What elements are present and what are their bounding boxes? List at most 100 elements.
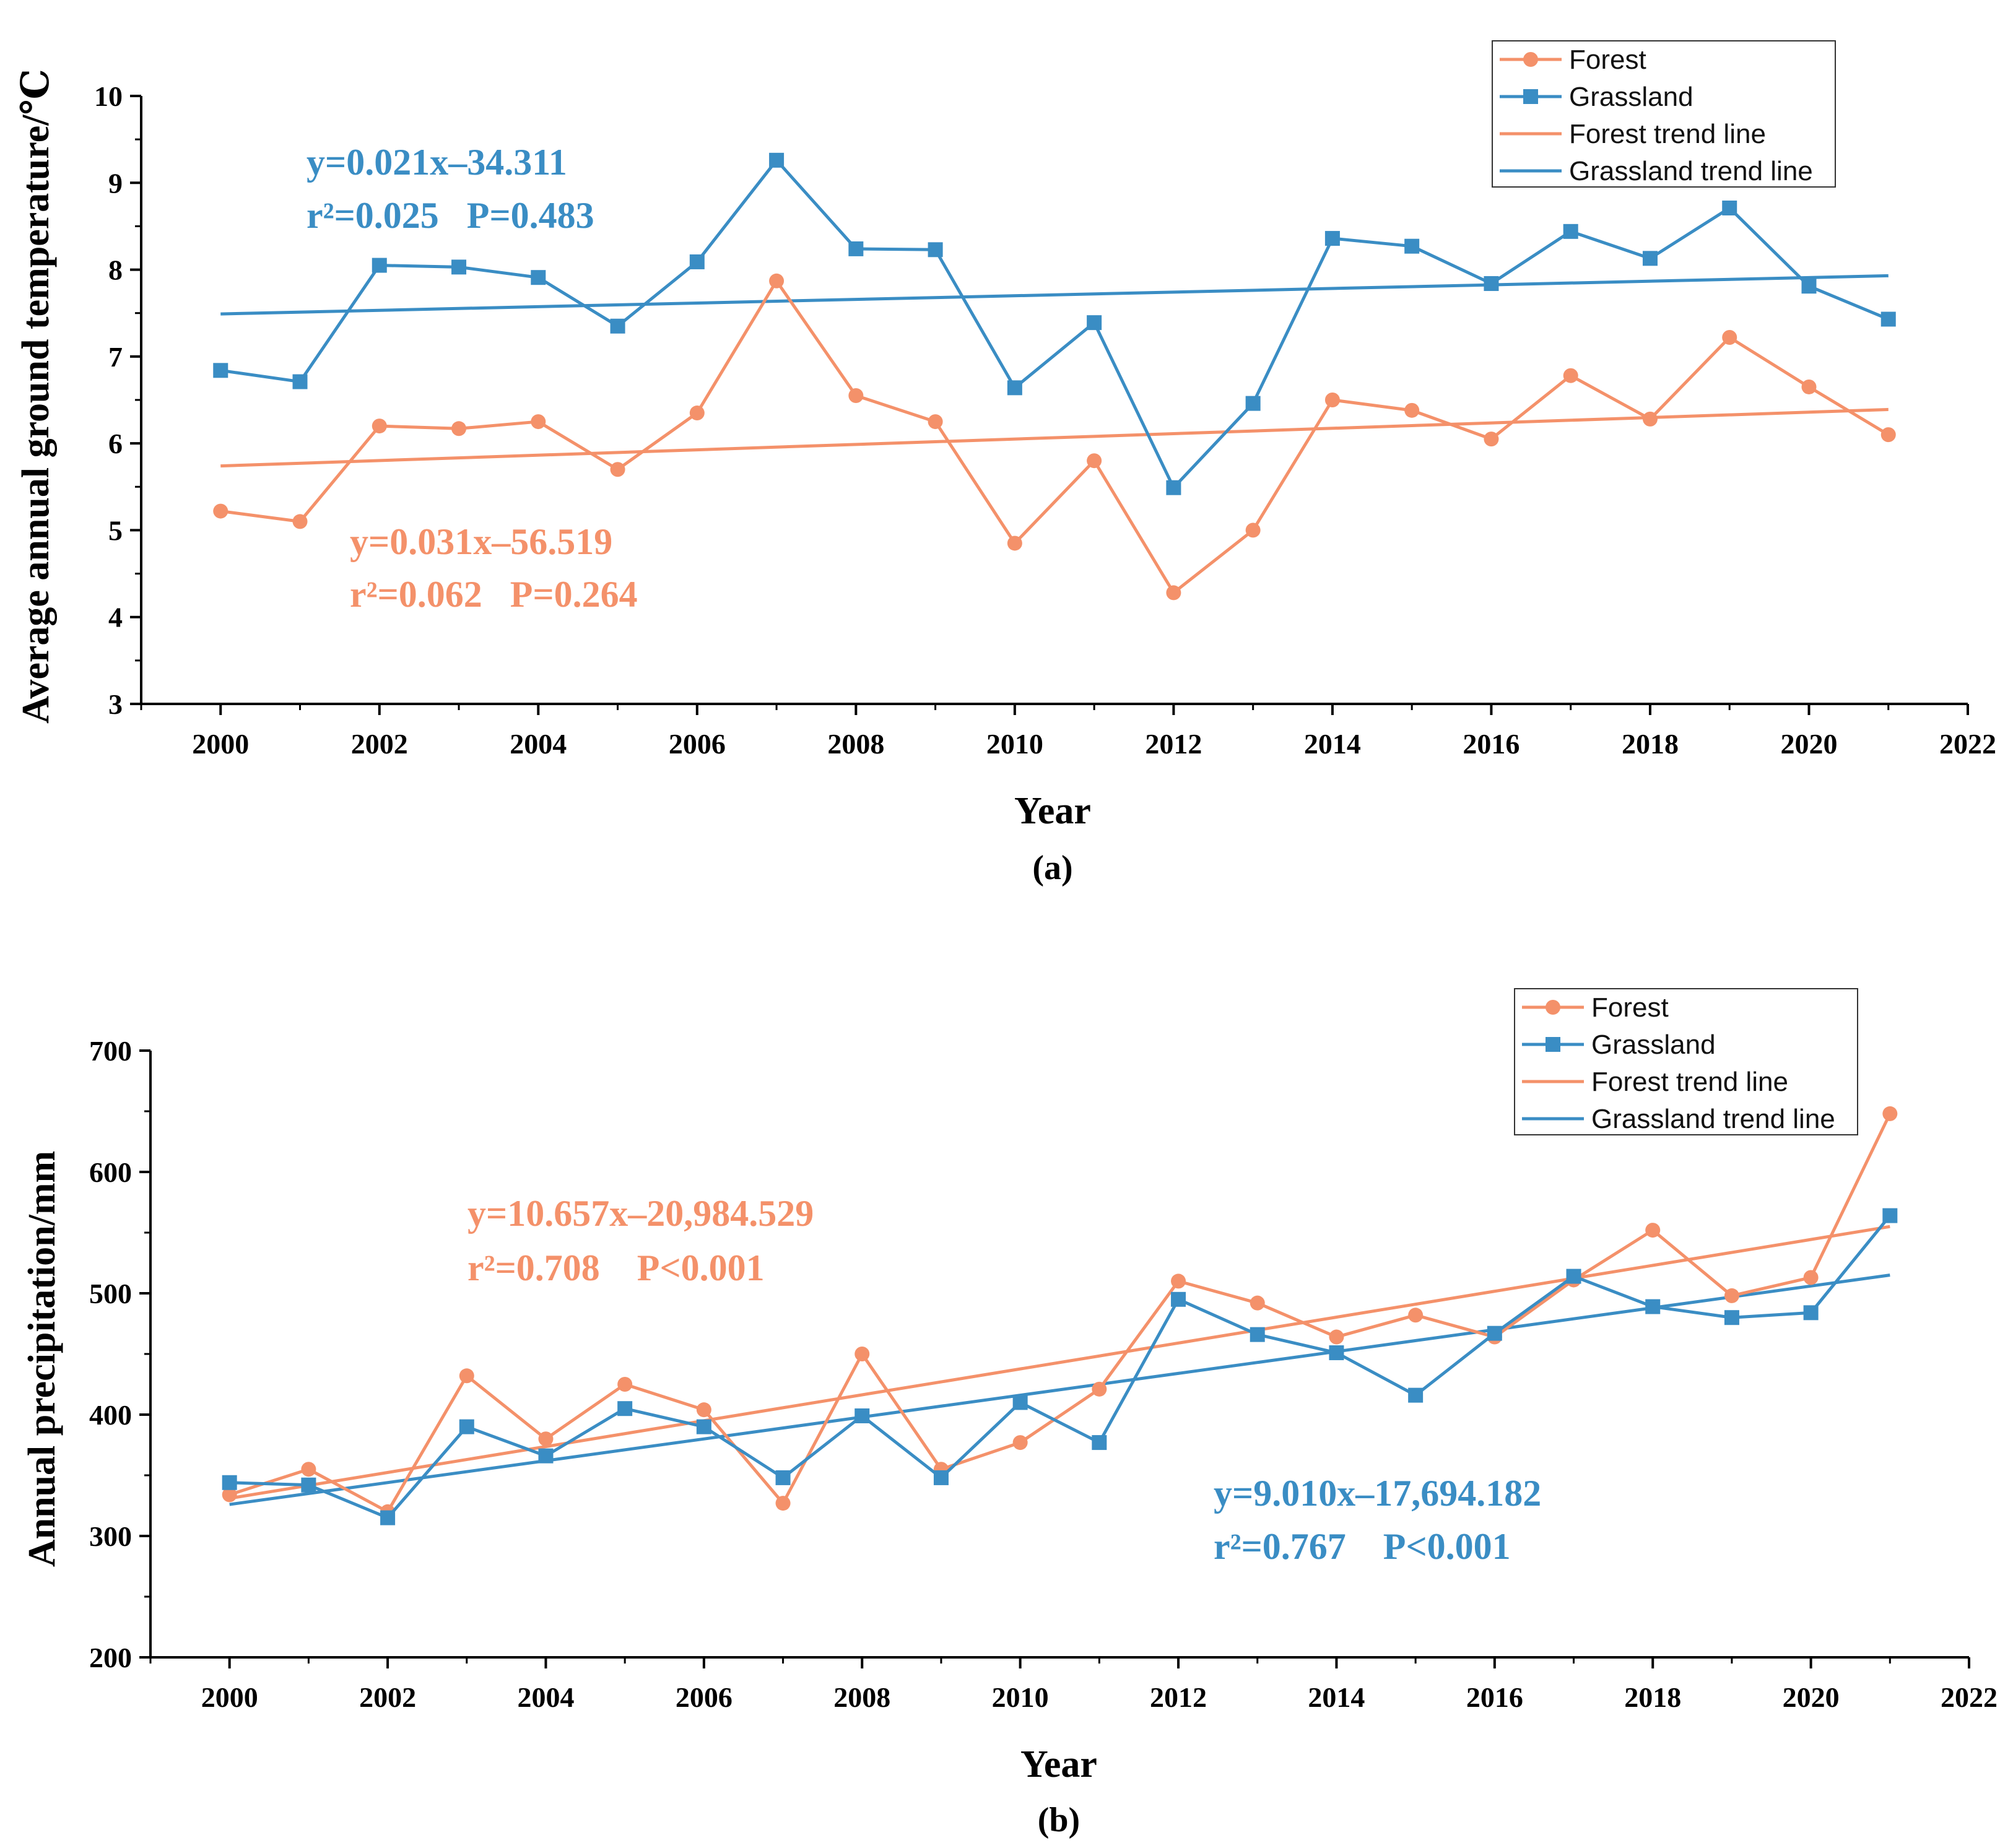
panel-b-xlabel: Year	[1020, 1743, 1097, 1785]
panel-b-forest-series-line	[228, 1113, 1892, 1514]
panel-a-y-tick-label: 3	[108, 688, 123, 720]
panel-a-grassland-point	[610, 318, 625, 334]
panel-a-grassland-point	[769, 152, 785, 168]
panel-a-grassland-point	[1166, 480, 1181, 495]
panel-b-y-tick-label: 400	[89, 1399, 132, 1431]
panel-a-forest-point	[1563, 368, 1578, 383]
panel-b-forest-point	[1645, 1223, 1661, 1238]
panel-a-grassland-point	[451, 259, 467, 275]
panel-a-legend-grassland-marker	[1523, 89, 1538, 104]
panel-b-grassland-point	[1012, 1395, 1028, 1410]
panel-a-forest-point	[1484, 432, 1499, 447]
panel-a-x-tick-label: 2014	[1304, 728, 1361, 760]
panel-b-grassland-point	[1329, 1345, 1344, 1361]
panel-b-x-tick-label: 2012	[1150, 1681, 1207, 1713]
panel-a-label: (a)	[1032, 849, 1072, 887]
panel-a-forest-point	[610, 462, 625, 477]
panel-b-series	[222, 1106, 1898, 1525]
panel-b-x-tick-label: 2004	[517, 1681, 574, 1713]
panel-a-legend-forest-label: Forest	[1569, 45, 1646, 75]
panel-a-legend-forest-trend-line-label: Forest trend line	[1569, 119, 1766, 149]
panel-b-legend-forest-marker	[1546, 1000, 1560, 1015]
panel-a-grassland-equation: y=0.021x–34.311	[307, 142, 567, 183]
panel-a-forest-point	[1087, 453, 1102, 469]
panel-b-forest-point	[1171, 1273, 1186, 1289]
panel-b-y-tick-label: 600	[89, 1156, 132, 1188]
panel-a-legend: Forest Grassland Forest trend line Grasslan…	[1492, 40, 1836, 188]
panel-b-forest-point	[1092, 1381, 1107, 1397]
panel-a-grassland-point	[1880, 311, 1896, 327]
panel-b-grassland-point	[538, 1448, 554, 1464]
panel-b-grassland-point	[1882, 1208, 1898, 1223]
panel-a-x-tick-label: 2000	[192, 728, 249, 760]
panel-a-forest-point	[1722, 329, 1737, 345]
panel-b-forest-point	[854, 1347, 870, 1361]
panel-b-x-tick-label: 2008	[833, 1681, 890, 1713]
panel-b-grassland-series-line	[229, 1214, 1892, 1520]
panel-a-forest-point	[372, 419, 387, 434]
panel-b-legend-forest-trend-line-label: Forest trend line	[1591, 1067, 1788, 1097]
panel-a-x-tick-label: 2006	[669, 728, 726, 760]
panel-b-grassland-point	[380, 1510, 396, 1525]
panel-a-trend-lines	[220, 274, 1889, 468]
panel-b-forest-equation: y=10.657x–20,984.529	[467, 1193, 814, 1234]
panel-b-forest-point	[1882, 1106, 1898, 1121]
panel-b-y-tick-label: 200	[89, 1642, 132, 1673]
panel-a-grassland-point	[1087, 315, 1102, 331]
panel-a-temperature-chart: 3 4 5 6 7 8 9 10 2000 2002 2004 2006 2008 2010 2012 201…	[15, 40, 1996, 887]
panel-b-x-tick-label: 2010	[992, 1681, 1049, 1713]
panel-a-grassland-point	[928, 242, 943, 258]
panel-b-grassland-point	[617, 1401, 633, 1416]
panel-b-grassland-point	[301, 1477, 316, 1493]
panel-a-forest-point	[1166, 585, 1181, 601]
panel-a-x-tick-label: 2016	[1463, 728, 1520, 760]
panel-b-grassland-point	[1803, 1305, 1819, 1321]
panel-b-grassland-trend-line	[229, 1273, 1890, 1506]
panel-b-grassland-point	[1566, 1269, 1581, 1284]
panel-a-x-tick-label: 2004	[510, 728, 567, 760]
panel-b-legend-grassland-trend-line-label: Grassland trend line	[1591, 1104, 1835, 1134]
panel-a-grassland-point	[213, 363, 228, 378]
panel-a-forest-point	[213, 503, 228, 519]
panel-b-grassland-point	[222, 1475, 237, 1490]
panel-b-forest-point	[1724, 1288, 1739, 1303]
panel-b-ticks: 200 300 400 500 600 700 2000 2002 2004 2006 2008 20…	[89, 1035, 1998, 1713]
panel-a-y-tick-label: 5	[108, 514, 123, 546]
panel-b-y-tick-label: 700	[89, 1035, 132, 1067]
panel-b-x-tick-label: 2022	[1941, 1681, 1998, 1713]
panel-a-forest-series-line	[220, 279, 1890, 594]
panel-b-forest-point	[459, 1368, 474, 1384]
panel-a-x-tick-label: 2010	[986, 728, 1043, 760]
panel-b-forest-point	[1250, 1295, 1265, 1311]
panel-b-legend: Forest Grassland Forest trend line Grasslan…	[1514, 988, 1858, 1135]
panel-a-grassland-point	[1563, 223, 1578, 239]
panel-a-forest-point	[1324, 393, 1340, 407]
panel-b-label: (b)	[1038, 1801, 1080, 1839]
panel-b-forest-point	[301, 1462, 316, 1477]
panel-b-forest-point	[617, 1377, 633, 1392]
panel-b-grassland-point	[1645, 1299, 1661, 1314]
panel-b-legend-forest-label: Forest	[1591, 992, 1669, 1023]
panel-b-x-tick-label: 2018	[1624, 1681, 1681, 1713]
panel-a-grassland-stats: r²=0.025 P=0.483	[307, 195, 594, 236]
panel-a-grassland-point	[1484, 276, 1499, 292]
panel-a-series	[213, 152, 1896, 601]
panel-b-forest-point	[222, 1487, 237, 1503]
panel-b-forest-point	[696, 1402, 711, 1418]
panel-b-forest-point	[1803, 1270, 1819, 1285]
panel-a-legend-grassland-label: Grassland	[1569, 82, 1693, 112]
panel-a-grassland-point	[848, 241, 864, 256]
panel-a-forest-stats: r²=0.062 P=0.264	[350, 574, 638, 615]
panel-b-x-tick-label: 2000	[201, 1681, 258, 1713]
panel-a-forest-trend-line	[220, 407, 1889, 468]
panel-b-precipitation-chart: 200 300 400 500 600 700 2000 2002 2004 2006 2008 20…	[21, 988, 1998, 1839]
panel-a-grassland-point	[1722, 200, 1737, 215]
panel-a-grassland-point	[372, 258, 387, 273]
panel-b-grassland-point	[1408, 1387, 1424, 1403]
panel-b-x-tick-label: 2002	[359, 1681, 416, 1713]
panel-a-x-tick-label: 2002	[351, 728, 408, 760]
panel-a-grassland-point	[1642, 251, 1658, 266]
panel-b-ylabel: Annual precipitation/mm	[21, 1151, 63, 1567]
panel-a-forest-point	[292, 514, 308, 529]
